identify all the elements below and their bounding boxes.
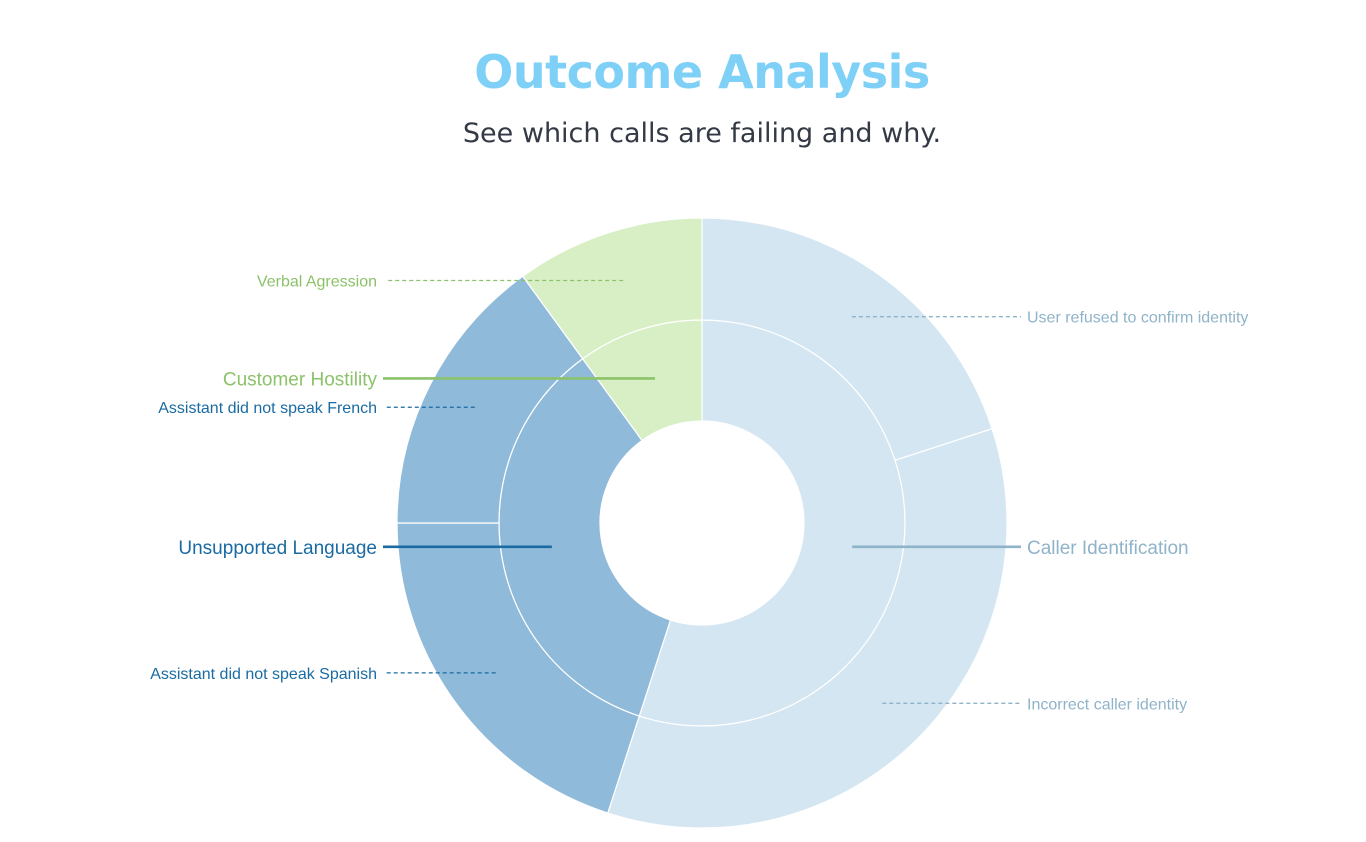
- chart-subtitle: See which calls are failing and why.: [462, 118, 942, 149]
- outer-label-user-refused-to-confirm-identity: User refused to confirm identity: [1027, 310, 1248, 327]
- outer-label-incorrect-caller-identity: Incorrect caller identity: [1027, 696, 1187, 713]
- outer-segment-incorrect-caller-identity[interactable]: [606, 427, 1008, 829]
- outer-label-assistant-did-not-speak-spanish: Assistant did not speak Spanish: [150, 666, 377, 683]
- chart-title: Outcome Analysis: [474, 45, 930, 99]
- outer-segment-assistant-did-not-speak-spanish[interactable]: [396, 522, 641, 814]
- outer-segment-verbal-agression[interactable]: [521, 217, 703, 360]
- inner-label-caller-identification: Caller Identification: [1027, 538, 1189, 559]
- outer-label-verbal-agression: Verbal Agression: [257, 273, 377, 290]
- outer-segment-user-refused-to-confirm-identity[interactable]: [701, 217, 993, 462]
- inner-label-customer-hostility: Customer Hostility: [223, 369, 378, 390]
- inner-label-unsupported-language: Unsupported Language: [178, 538, 377, 559]
- outer-label-assistant-did-not-speak-french: Assistant did not speak French: [158, 400, 377, 417]
